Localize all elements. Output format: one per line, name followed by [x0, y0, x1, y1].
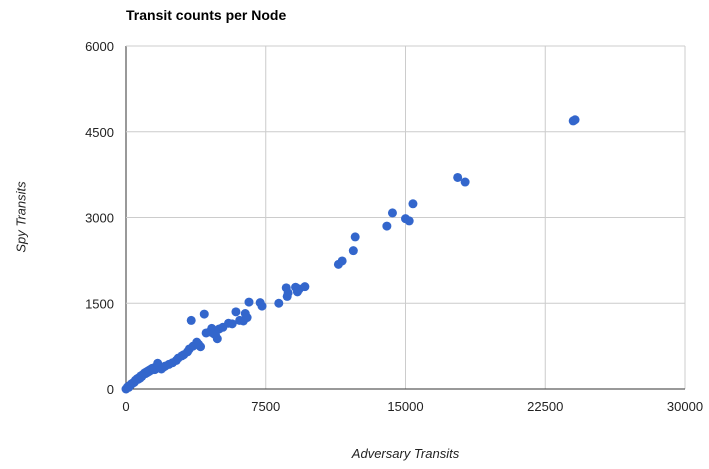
y-tick-label: 1500	[85, 296, 114, 311]
data-point	[274, 298, 284, 308]
tick-labels: 0 7500 15000 22500 30000 0 1500 3000 4500 6000	[85, 39, 703, 414]
data-point	[212, 334, 222, 344]
data-point	[300, 282, 310, 292]
data-point	[387, 208, 397, 218]
x-tick-label: 22500	[527, 399, 563, 414]
y-tick-label: 4500	[85, 125, 114, 140]
data-point	[231, 307, 241, 317]
data-point	[408, 199, 418, 209]
data-point	[337, 256, 347, 266]
y-tick-label: 0	[107, 382, 114, 397]
grid-lines	[125, 45, 686, 390]
data-point	[570, 115, 580, 125]
data-point	[196, 342, 206, 352]
data-point	[382, 221, 392, 231]
data-point	[348, 246, 358, 256]
data-point	[199, 309, 209, 319]
data-point	[186, 315, 196, 325]
data-point	[244, 297, 254, 307]
data-point	[227, 319, 237, 329]
data-point	[242, 313, 252, 323]
data-point	[350, 232, 360, 242]
y-tick-label: 6000	[85, 39, 114, 54]
data-point	[404, 216, 414, 226]
x-axis-label: Adversary Transits	[351, 446, 460, 461]
data-point	[460, 177, 470, 187]
x-tick-label: 30000	[667, 399, 703, 414]
data-point	[453, 172, 463, 182]
x-tick-label: 0	[122, 399, 129, 414]
y-tick-label: 3000	[85, 211, 114, 226]
x-tick-label: 15000	[387, 399, 423, 414]
data-points	[121, 115, 580, 394]
chart-title: Transit counts per Node	[126, 7, 287, 23]
data-point	[257, 301, 267, 311]
data-point	[283, 288, 293, 298]
x-tick-label: 7500	[251, 399, 280, 414]
